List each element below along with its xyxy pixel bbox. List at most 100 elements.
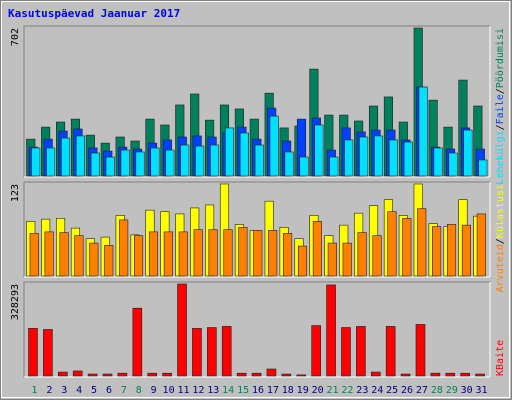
bar — [210, 144, 220, 177]
bar — [312, 221, 322, 277]
bar — [253, 230, 263, 277]
bar — [417, 208, 427, 277]
legend-entry: Arvuteid — [495, 244, 506, 292]
x-tick-label: 20 — [312, 385, 324, 396]
bar — [132, 307, 143, 377]
legend-separator: / — [495, 238, 506, 244]
bar — [344, 139, 354, 177]
bar — [46, 147, 56, 177]
bar — [297, 245, 308, 277]
x-tick-label: 27 — [416, 385, 428, 396]
x-tick-label: 31 — [476, 385, 488, 396]
bar — [224, 127, 235, 177]
bar — [254, 144, 264, 177]
bar — [418, 86, 428, 177]
bar — [238, 227, 248, 277]
bar — [195, 145, 205, 177]
bar — [269, 115, 279, 177]
x-tick-label: 22 — [341, 385, 353, 396]
bar — [314, 124, 324, 177]
chart-title: Kasutuspäevad Jaanuar 2017 — [8, 7, 180, 20]
x-tick-label: 12 — [192, 385, 204, 396]
x-tick-label: 19 — [297, 385, 309, 396]
bar — [177, 283, 187, 377]
bar — [283, 233, 293, 277]
bar — [120, 149, 130, 177]
x-tick-label: 15 — [237, 385, 249, 396]
bar — [341, 327, 351, 377]
bar — [28, 328, 38, 377]
bar — [135, 151, 145, 177]
bar — [299, 156, 309, 177]
bar — [373, 135, 384, 177]
bar — [478, 159, 488, 177]
y-tick-label: 702 — [10, 28, 21, 46]
bar — [105, 156, 115, 177]
bar — [463, 129, 473, 177]
x-tick-label: 25 — [386, 385, 398, 396]
bar — [476, 213, 486, 277]
bar — [31, 147, 41, 177]
y-tick-label: 328293 — [10, 284, 21, 320]
legend-separator: / — [495, 88, 506, 94]
bar — [284, 151, 294, 177]
x-tick-label: 2 — [46, 385, 52, 396]
x-tick-label: 26 — [401, 385, 413, 396]
x-tick-label: 24 — [371, 385, 383, 396]
bar — [180, 144, 190, 177]
bar — [448, 152, 458, 177]
bar — [163, 231, 173, 277]
bar — [75, 135, 86, 177]
x-tick-label: 3 — [61, 385, 67, 396]
bar — [207, 327, 217, 377]
bar — [327, 242, 337, 277]
bar — [461, 224, 471, 277]
bar — [59, 232, 69, 277]
legend-entry: Faile — [495, 94, 506, 124]
bar — [148, 231, 159, 277]
x-tick-label: 4 — [76, 385, 82, 396]
x-tick-label: 21 — [326, 385, 338, 396]
x-tick-label: 6 — [106, 385, 112, 396]
legend-entry: Külastusi — [495, 184, 506, 238]
bar — [359, 136, 369, 177]
bar — [475, 373, 485, 377]
legend: KBaite — [495, 340, 506, 376]
bar — [58, 371, 68, 377]
bar — [329, 156, 339, 177]
x-tick-label: 16 — [252, 385, 264, 396]
bar — [415, 324, 426, 377]
bar — [400, 373, 411, 377]
bar — [460, 372, 470, 377]
bar — [193, 229, 203, 277]
bar — [251, 372, 262, 377]
bar — [43, 329, 53, 377]
bar — [296, 374, 307, 377]
x-tick-label: 9 — [151, 385, 157, 396]
bar — [326, 284, 336, 377]
legend-separator: / — [495, 124, 506, 130]
bar — [221, 326, 232, 377]
bar — [162, 372, 172, 377]
bar — [117, 372, 128, 377]
bar — [150, 147, 160, 177]
bar — [403, 141, 413, 177]
bar — [72, 370, 83, 377]
bar — [388, 139, 398, 177]
bar — [433, 147, 443, 177]
x-tick-label: 1 — [31, 385, 37, 396]
bar — [281, 373, 292, 377]
bar — [119, 219, 129, 277]
x-tick-label: 28 — [431, 385, 443, 396]
bar — [402, 218, 412, 277]
x-tick-label: 29 — [446, 385, 458, 396]
legend-entry: Lehekülgi — [495, 130, 506, 184]
bar — [165, 149, 175, 177]
legend-entry: KBaite — [495, 340, 506, 376]
x-tick-label: 5 — [91, 385, 97, 396]
y-tick-label: 123 — [10, 184, 21, 202]
bar — [89, 242, 99, 277]
bar — [223, 229, 233, 277]
x-tick-label: 10 — [163, 385, 175, 396]
